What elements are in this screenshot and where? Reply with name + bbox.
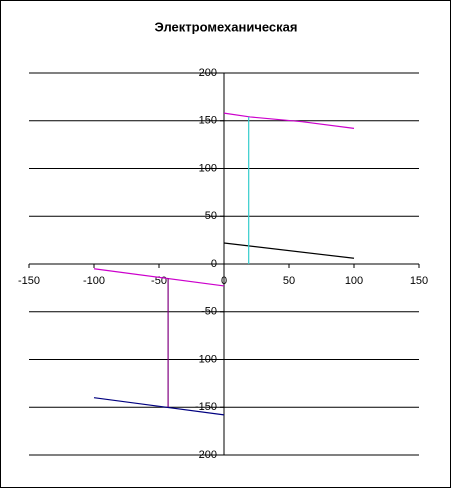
x-tick-label: 150 [410,275,428,287]
y-tick-label: -200 [195,449,217,461]
y-tick-label: 100 [199,162,217,174]
x-tick-label: -100 [83,275,105,287]
y-tick-label: -50 [201,306,217,318]
series-line [223,112,355,129]
x-tick-label: -150 [18,275,40,287]
x-tick-label: 50 [283,275,295,287]
y-tick-label: -100 [195,353,217,365]
y-tick-label: 200 [199,67,217,79]
series-line [223,242,355,259]
series-line [93,397,225,416]
y-tick-label: 150 [199,115,217,127]
x-tick-label: 100 [345,275,363,287]
series-line [93,268,225,287]
chart-title: Электромеханическая [155,19,298,34]
y-tick-label: -150 [195,401,217,413]
y-tick-label: 50 [205,210,217,222]
